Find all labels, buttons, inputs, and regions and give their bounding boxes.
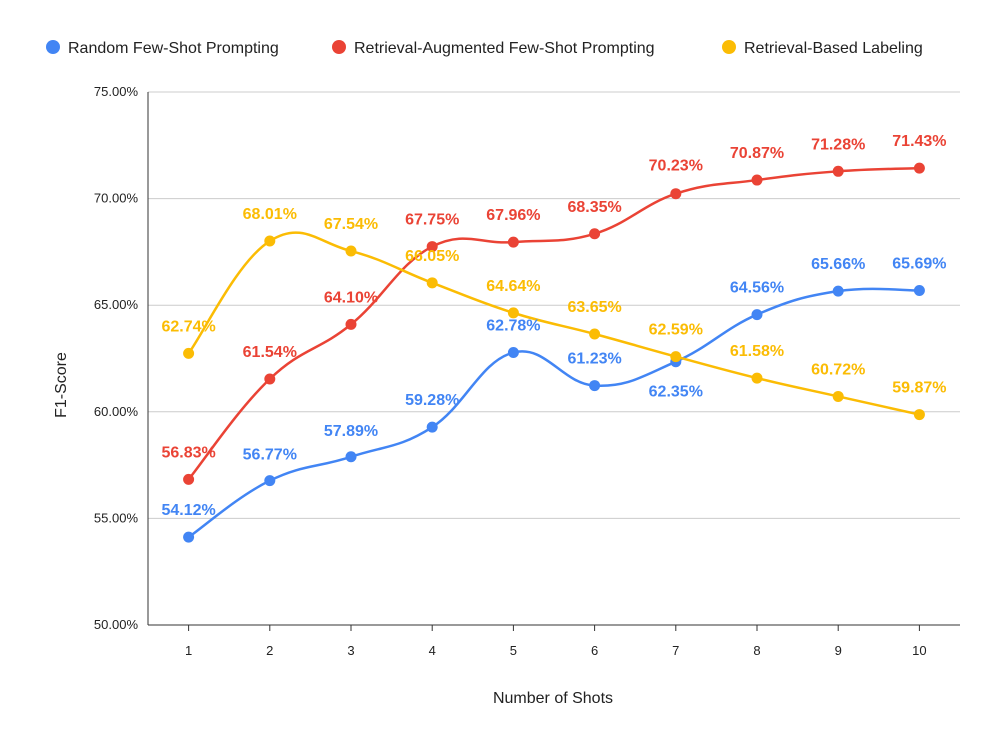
data-point [589,380,601,392]
data-label: 70.87% [730,145,784,162]
series-1 [183,162,925,485]
data-label: 56.77% [243,447,297,464]
data-label: 71.43% [892,133,946,150]
data-label: 67.54% [324,216,378,233]
data-point [670,188,682,200]
data-point [345,318,357,330]
x-tick-label: 7 [672,643,679,658]
data-label: 66.05% [405,248,459,265]
data-label: 61.54% [243,344,297,361]
legend-label: Random Few-Shot Prompting [68,40,279,57]
x-axis-title: Number of Shots [493,690,613,707]
data-point [183,347,195,359]
data-label: 68.01% [243,206,297,223]
data-point [751,174,763,186]
legend: Random Few-Shot Prompting Retrieval-Augme… [46,40,923,57]
data-label: 64.64% [486,278,540,295]
legend-marker [332,40,346,54]
data-point [183,531,195,543]
series-lines [183,162,925,543]
y-tick-label: 75.00% [94,84,139,99]
y-tick-label: 65.00% [94,297,139,312]
data-label: 70.23% [649,158,703,175]
data-label: 62.78% [486,318,540,335]
data-label: 64.56% [730,280,784,297]
data-labels: 54.12% 56.77% 57.89% 59.28% 62.78% 61.23% 62.3… [161,133,946,519]
data-label: 59.28% [405,392,459,409]
axes: 50.00% 55.00% 60.00% 65.00% 70.00% 75.00% 1 2 3 4… [94,84,960,658]
data-label: 61.23% [567,351,621,368]
data-point [507,347,519,359]
y-tick-label: 50.00% [94,617,139,632]
legend-marker [46,40,60,54]
data-point [589,328,601,340]
data-point [183,473,195,485]
data-label: 59.87% [892,380,946,397]
data-point [426,241,438,253]
series-2 [183,231,925,421]
data-label: 63.65% [567,299,621,316]
data-point [670,351,682,363]
legend-label: Retrieval-Based Labeling [744,40,923,57]
data-point [345,451,357,463]
data-point [832,165,844,177]
data-point [832,390,844,402]
y-tick-label: 55.00% [94,510,139,525]
series-0 [183,284,925,543]
data-point [913,284,925,296]
data-point [589,228,601,240]
data-point [426,277,438,289]
data-point [751,309,763,321]
data-point [913,409,925,421]
data-label: 57.89% [324,423,378,440]
x-tick-label: 10 [912,643,926,658]
data-label: 56.83% [161,444,215,461]
legend-marker [722,40,736,54]
data-point [264,373,276,385]
x-tick-label: 3 [347,643,354,658]
x-tick-label: 1 [185,643,192,658]
x-tick-label: 5 [510,643,517,658]
data-point [345,245,357,257]
data-label: 71.28% [811,136,865,153]
x-tick-label: 9 [835,643,842,658]
series-line [187,166,920,481]
series-line [187,287,920,539]
data-point [507,307,519,319]
data-label: 61.58% [730,343,784,360]
y-tick-label: 60.00% [94,404,139,419]
data-label: 62.74% [161,318,215,335]
data-label: 67.96% [486,207,540,224]
x-tick-label: 8 [753,643,760,658]
data-point [913,162,925,174]
data-point [264,235,276,247]
data-label: 68.35% [567,199,621,216]
y-axis-title: F1-Score [53,352,70,418]
data-label: 65.66% [811,256,865,273]
data-label: 64.10% [324,289,378,306]
data-label: 67.75% [405,212,459,229]
data-point [507,236,519,248]
y-tick-label: 70.00% [94,191,139,206]
x-tick-label: 2 [266,643,273,658]
data-point [426,421,438,433]
data-label: 62.59% [649,322,703,339]
series-line [187,231,920,416]
data-label: 62.35% [649,384,703,401]
data-label: 54.12% [161,502,215,519]
data-point [264,475,276,487]
gridlines [148,91,960,519]
legend-label: Retrieval-Augmented Few-Shot Prompting [354,40,655,57]
data-point [751,372,763,384]
data-point [832,285,844,297]
data-label: 60.72% [811,361,865,378]
data-label: 65.69% [892,255,946,272]
x-tick-label: 6 [591,643,598,658]
x-tick-label: 4 [429,643,436,658]
